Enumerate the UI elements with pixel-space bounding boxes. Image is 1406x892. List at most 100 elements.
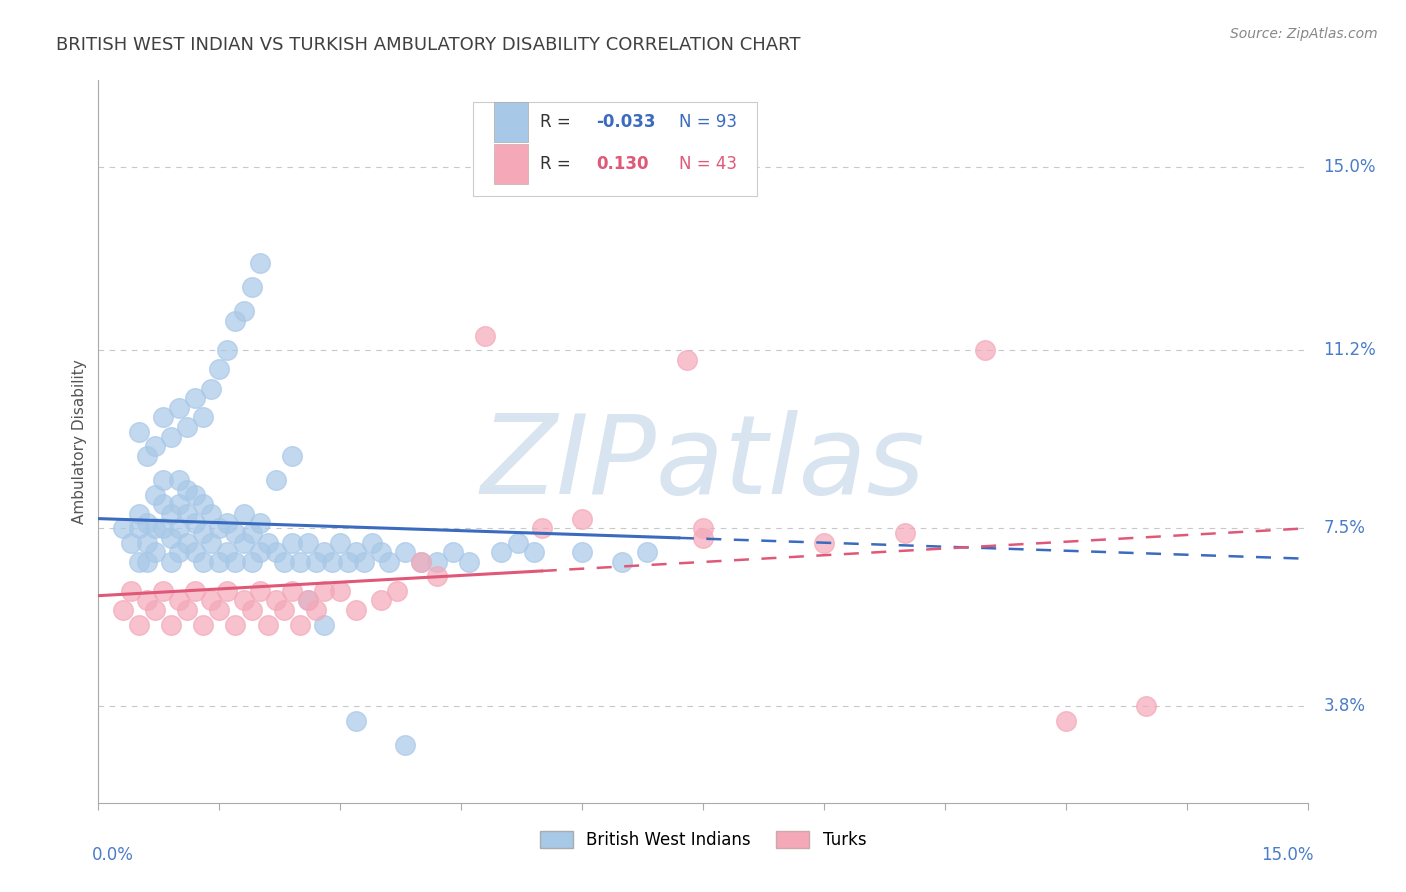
Point bbox=[297, 535, 319, 549]
Point bbox=[344, 714, 367, 728]
Point bbox=[692, 531, 714, 545]
Point bbox=[193, 526, 215, 541]
Point bbox=[217, 343, 239, 357]
Point bbox=[143, 487, 166, 501]
Point bbox=[256, 535, 278, 549]
Point bbox=[385, 583, 408, 598]
Point bbox=[370, 545, 392, 559]
Point bbox=[176, 483, 198, 497]
Point bbox=[143, 603, 166, 617]
Point bbox=[152, 521, 174, 535]
Point bbox=[530, 521, 553, 535]
Text: ZIPatlas: ZIPatlas bbox=[481, 409, 925, 516]
Point bbox=[232, 507, 254, 521]
Point bbox=[240, 603, 263, 617]
Point bbox=[329, 535, 352, 549]
Text: BRITISH WEST INDIAN VS TURKISH AMBULATORY DISABILITY CORRELATION CHART: BRITISH WEST INDIAN VS TURKISH AMBULATOR… bbox=[56, 36, 801, 54]
Point bbox=[297, 593, 319, 607]
Point bbox=[281, 583, 304, 598]
Point bbox=[232, 535, 254, 549]
Point bbox=[676, 352, 699, 367]
Point bbox=[224, 314, 246, 328]
Text: N = 93: N = 93 bbox=[679, 113, 737, 131]
Point bbox=[249, 545, 271, 559]
Point bbox=[143, 521, 166, 535]
Point bbox=[128, 555, 150, 569]
Point bbox=[974, 343, 997, 357]
Text: Source: ZipAtlas.com: Source: ZipAtlas.com bbox=[1230, 27, 1378, 41]
Point bbox=[120, 583, 142, 598]
Point bbox=[1054, 714, 1077, 728]
Point bbox=[281, 535, 304, 549]
Point bbox=[184, 545, 207, 559]
Point bbox=[249, 516, 271, 531]
Point bbox=[264, 473, 287, 487]
Point bbox=[152, 583, 174, 598]
Point bbox=[120, 535, 142, 549]
Point bbox=[249, 583, 271, 598]
Point bbox=[200, 507, 222, 521]
Point bbox=[612, 555, 634, 569]
Point bbox=[217, 583, 239, 598]
Text: N = 43: N = 43 bbox=[679, 154, 737, 173]
Point bbox=[152, 410, 174, 425]
Point bbox=[240, 280, 263, 294]
Point bbox=[344, 603, 367, 617]
Point bbox=[193, 410, 215, 425]
Point bbox=[193, 617, 215, 632]
Point bbox=[288, 555, 311, 569]
Point bbox=[143, 439, 166, 453]
Point bbox=[135, 555, 157, 569]
Point bbox=[264, 545, 287, 559]
Point bbox=[636, 545, 658, 559]
Point bbox=[256, 617, 278, 632]
Text: 3.8%: 3.8% bbox=[1323, 698, 1365, 715]
Point bbox=[135, 449, 157, 463]
Legend: British West Indians, Turks: British West Indians, Turks bbox=[533, 824, 873, 856]
Point bbox=[409, 555, 432, 569]
Point bbox=[329, 583, 352, 598]
Point bbox=[232, 304, 254, 318]
Point bbox=[208, 521, 231, 535]
Point bbox=[321, 555, 343, 569]
Point bbox=[491, 545, 513, 559]
Point bbox=[240, 526, 263, 541]
Y-axis label: Ambulatory Disability: Ambulatory Disability bbox=[72, 359, 87, 524]
Bar bbox=[494, 103, 527, 142]
Point bbox=[344, 545, 367, 559]
Text: 0.130: 0.130 bbox=[596, 154, 650, 173]
Point bbox=[217, 545, 239, 559]
Point bbox=[224, 617, 246, 632]
Point bbox=[167, 593, 190, 607]
Point bbox=[160, 531, 183, 545]
Point bbox=[426, 569, 449, 583]
Point bbox=[305, 555, 328, 569]
Point bbox=[232, 593, 254, 607]
Point bbox=[160, 617, 183, 632]
Point bbox=[193, 497, 215, 511]
Point bbox=[506, 535, 529, 549]
Point bbox=[813, 535, 835, 549]
Point bbox=[152, 473, 174, 487]
Point bbox=[377, 555, 399, 569]
Point bbox=[208, 362, 231, 376]
Point bbox=[394, 545, 416, 559]
FancyBboxPatch shape bbox=[474, 102, 758, 196]
Text: 15.0%: 15.0% bbox=[1261, 847, 1313, 864]
Point bbox=[160, 555, 183, 569]
Point bbox=[1135, 699, 1157, 714]
Point bbox=[474, 328, 496, 343]
Point bbox=[458, 555, 481, 569]
Point bbox=[273, 603, 295, 617]
Text: R =: R = bbox=[540, 113, 576, 131]
Point bbox=[176, 535, 198, 549]
Point bbox=[176, 507, 198, 521]
Text: 0.0%: 0.0% bbox=[93, 847, 134, 864]
Point bbox=[143, 545, 166, 559]
Text: 11.2%: 11.2% bbox=[1323, 341, 1376, 359]
Point bbox=[571, 511, 593, 525]
Point bbox=[224, 526, 246, 541]
Text: -0.033: -0.033 bbox=[596, 113, 657, 131]
Point bbox=[111, 521, 134, 535]
Point bbox=[314, 617, 336, 632]
